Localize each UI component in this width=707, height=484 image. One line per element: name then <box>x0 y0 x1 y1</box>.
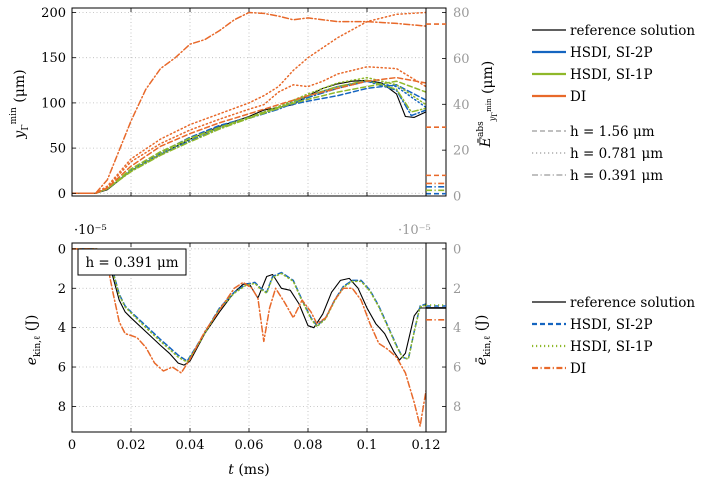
y-tick-label: 4 <box>58 321 66 336</box>
y-right-tick-label: 6 <box>453 361 461 376</box>
bottom-legend-label-hsdi-si1p: HSDI, SI-1P <box>570 339 653 355</box>
bottom-legend-entry-hsdi-si1p: HSDI, SI-1P <box>532 339 653 355</box>
bottom-series-group <box>72 248 426 427</box>
legend-label-h0391: h = 0.391 μm <box>570 168 663 184</box>
x-axis-label: t (ms) <box>228 462 269 478</box>
series-line-hsdi-si-2p-dashed <box>72 84 426 195</box>
legend-entry-h156: h = 1.56 μm <box>532 124 655 140</box>
legend-label-hsdi-si2p: HSDI, SI-2P <box>570 45 653 61</box>
bottom-legend-entry-reference: reference solution <box>532 295 695 311</box>
legend-entry-h0781: h = 0.781 μm <box>532 146 663 162</box>
bottom-right-strip-frame <box>425 242 447 433</box>
legend-entry-h0391: h = 0.391 μm <box>532 168 663 184</box>
y-tick-label: 0 <box>58 187 66 202</box>
x-tick-label: 0.08 <box>294 438 323 453</box>
top-legend: reference solution HSDI, SI-2P HSDI, SI-… <box>532 23 695 184</box>
series-line-reference-solution-solid <box>72 248 426 366</box>
y-tick-label: 8 <box>58 400 66 415</box>
legend-label-hsdi-si1p: HSDI, SI-1P <box>570 67 653 83</box>
bottom-exponent-left: ·10⁻⁵ <box>74 223 107 238</box>
bottom-ticks: 0 0.02 0.04 0.06 0.08 0.1 0.12 0 2 4 6 8 0 2 4 6 8 <box>58 242 462 453</box>
top-y-axis-label: yΓmin (μm) <box>9 69 31 139</box>
legend-entry-hsdi-si2p: HSDI, SI-2P <box>532 45 653 61</box>
series-line-di-dotted <box>72 11 426 195</box>
bottom-legend: reference solution HSDI, SI-2P HSDI, SI-… <box>532 295 695 377</box>
top-series-group <box>72 11 426 195</box>
bottom-right-axis-markers <box>426 304 446 321</box>
x-tick-label: 0.12 <box>412 438 441 453</box>
bottom-title-box <box>77 248 187 276</box>
bottom-title-box-text: h = 0.391 μm <box>85 255 178 271</box>
legend-label-h0781: h = 0.781 μm <box>570 146 663 162</box>
y-tick-label: 150 <box>41 51 66 66</box>
y-tick-label: 6 <box>58 361 66 376</box>
y-right-tick-label: 60 <box>453 52 470 67</box>
y-right-tick-label: 80 <box>453 6 470 21</box>
x-tick-label: 0 <box>68 438 76 453</box>
bottom-exponent-right: ·10⁻⁵ <box>398 223 431 238</box>
y-right-tick-label: 4 <box>453 321 461 336</box>
y-right-tick-label: 0 <box>453 242 461 257</box>
series-line-di-dashdot <box>72 11 426 195</box>
top-grid <box>71 8 427 196</box>
bottom-legend-label-reference: reference solution <box>570 295 695 311</box>
bottom-y-axis-right-label: ēkin,ℓ (J) <box>474 315 493 366</box>
top-right-axis-markers <box>426 23 446 195</box>
legend-entry-di: DI <box>532 89 586 105</box>
series-line-hsdi-si-1p-dotted <box>72 248 426 363</box>
legend-label-di: DI <box>570 89 586 105</box>
x-tick-label: 0.06 <box>235 438 264 453</box>
x-tick-label: 0.1 <box>357 438 378 453</box>
series-line-di-dashdot <box>72 248 426 427</box>
bottom-legend-label-di: DI <box>570 361 586 377</box>
y-tick-label: 2 <box>58 282 66 297</box>
bottom-panel: 0 0.02 0.04 0.06 0.08 0.1 0.12 0 2 4 6 8 0 2 4 6 8 ·10⁻⁵… <box>24 223 493 478</box>
top-right-strip-frame <box>425 7 447 197</box>
top-y-axis-right-label: ĒabsyΓmin (μm) <box>476 61 499 149</box>
legend-label-h156: h = 1.56 μm <box>570 124 655 140</box>
bottom-legend-entry-di: DI <box>532 361 586 377</box>
y-right-tick-label: 20 <box>453 144 470 159</box>
series-line-hsdi-si-1p-dashdot <box>72 79 426 195</box>
series-line-di-dotted <box>72 66 426 195</box>
y-right-tick-label: 2 <box>453 282 461 297</box>
y-tick-label: 0 <box>58 242 66 257</box>
x-tick-label: 0.02 <box>117 438 146 453</box>
series-line-di-dashed <box>72 76 426 195</box>
x-tick-label: 0.04 <box>176 438 205 453</box>
legend-entry-reference: reference solution <box>532 23 695 39</box>
bottom-legend-entry-hsdi-si2p: HSDI, SI-2P <box>532 317 653 333</box>
bottom-legend-label-hsdi-si2p: HSDI, SI-2P <box>570 317 653 333</box>
top-panel: 0 50 100 150 200 0 20 40 60 80 yΓmin (μm) ĒabsyΓm… <box>9 6 499 204</box>
bottom-grid <box>71 243 427 432</box>
y-tick-label: 50 <box>49 142 66 157</box>
y-tick-label: 100 <box>41 96 66 111</box>
legend-label-reference: reference solution <box>570 23 695 39</box>
y-right-tick-label: 40 <box>453 98 470 113</box>
legend-entry-hsdi-si1p: HSDI, SI-1P <box>532 67 653 83</box>
y-tick-label: 200 <box>41 6 66 21</box>
top-ticks: 0 50 100 150 200 0 20 40 60 80 <box>41 6 469 204</box>
y-right-tick-label: 0 <box>453 190 461 205</box>
bottom-y-axis-label: ekin,ℓ (J) <box>24 315 43 366</box>
y-right-tick-label: 8 <box>453 400 461 415</box>
